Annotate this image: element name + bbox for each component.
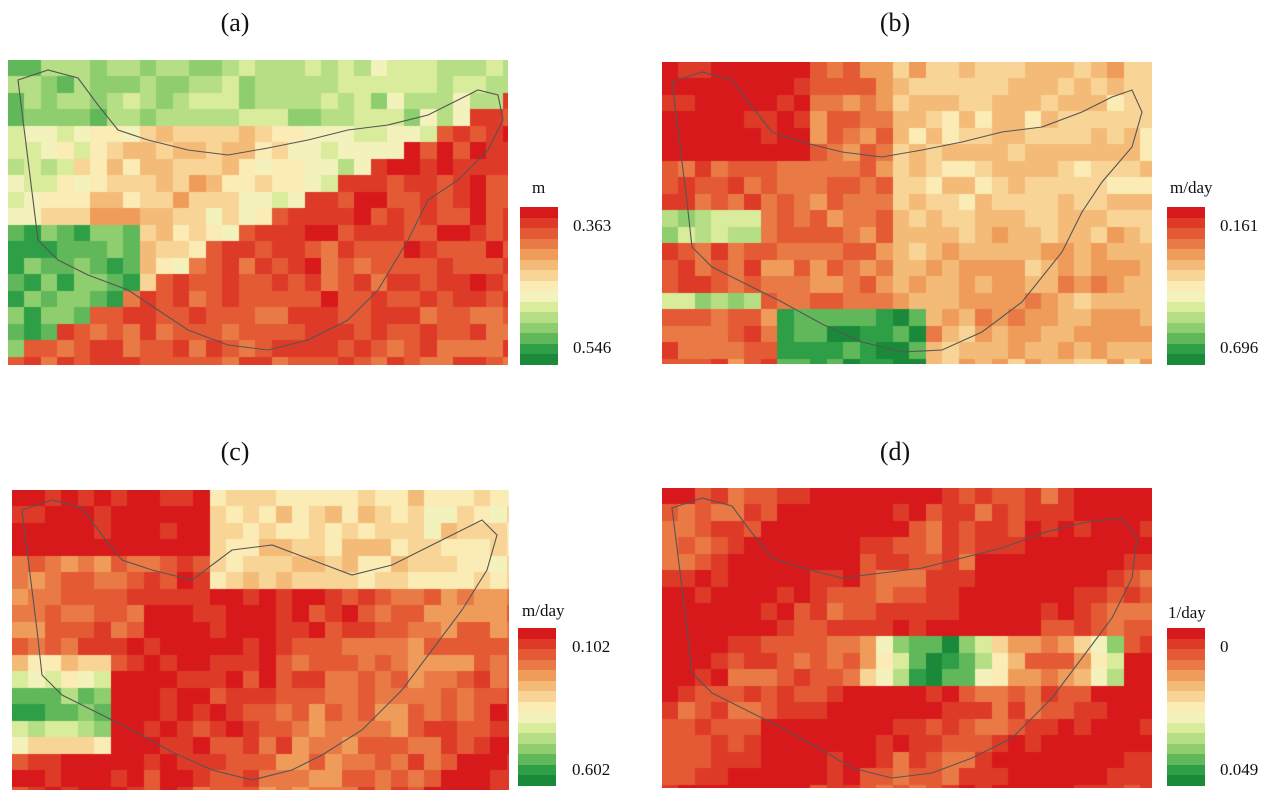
legend-color-step: [1167, 270, 1205, 281]
legend-color-step: [518, 670, 556, 681]
legend-color-step: [1167, 280, 1205, 292]
legend-color-step: [1167, 649, 1205, 660]
panel-a-label: (a): [220, 8, 250, 37]
panel-b-legend-max: 0.161: [1220, 216, 1259, 235]
legend-color-step: [1167, 775, 1205, 786]
legend-color-step: [520, 301, 558, 313]
panel-c-map: [12, 490, 509, 790]
legend-color-step: [518, 649, 556, 660]
legend-color-step: [520, 354, 558, 365]
panel-b-map: [662, 62, 1152, 364]
panel-b-label: (b): [879, 8, 911, 37]
panel-d-legend-min: 0.049: [1220, 760, 1259, 779]
panel-d-legend-max: 0: [1220, 637, 1229, 656]
panel-a-legend-min: 0.546: [573, 338, 612, 357]
legend-color-step: [520, 280, 558, 292]
legend-color-step: [520, 312, 558, 323]
panel-d-legend-colorbar: [1167, 628, 1205, 786]
panel-a-legend-colorbar: [520, 207, 558, 365]
legend-color-step: [520, 207, 558, 218]
legend-color-step: [1167, 207, 1205, 218]
legend-color-step: [518, 701, 556, 713]
legend-color-step: [520, 270, 558, 281]
panel-b-legend-unit: m/day: [1170, 178, 1213, 197]
panel-a-map: [8, 60, 508, 365]
legend-color-step: [518, 764, 556, 776]
legend-color-step: [1167, 238, 1205, 250]
legend-color-step: [1167, 733, 1205, 744]
legend-color-step: [520, 333, 558, 344]
legend-color-step: [1167, 680, 1205, 692]
legend-color-step: [520, 238, 558, 250]
legend-color-step: [1167, 712, 1205, 723]
legend-color-step: [518, 733, 556, 744]
legend-color-step: [520, 291, 558, 302]
legend-color-step: [1167, 322, 1205, 334]
legend-color-step: [1167, 343, 1205, 355]
legend-color-step: [520, 217, 558, 229]
legend-color-step: [518, 743, 556, 755]
panel-c-legend-unit: m/day: [522, 601, 565, 620]
legend-color-step: [1167, 754, 1205, 765]
legend-color-step: [1167, 301, 1205, 313]
legend-color-step: [1167, 333, 1205, 344]
legend-color-step: [520, 259, 558, 271]
panel-c-legend-max: 0.102: [572, 637, 611, 656]
legend-color-step: [1167, 628, 1205, 639]
legend-color-step: [1167, 312, 1205, 323]
panel-c-legend-colorbar: [518, 628, 556, 786]
legend-color-step: [1167, 259, 1205, 271]
legend-color-step: [520, 322, 558, 334]
legend-color-step: [1167, 701, 1205, 713]
legend-color-step: [1167, 291, 1205, 302]
legend-color-step: [1167, 217, 1205, 229]
legend-color-step: [518, 712, 556, 723]
legend-color-step: [1167, 249, 1205, 260]
panel-a-legend-unit: m: [532, 178, 546, 197]
legend-color-step: [520, 228, 558, 239]
legend-color-step: [520, 249, 558, 260]
legend-color-step: [1167, 691, 1205, 702]
legend-color-step: [518, 680, 556, 692]
panel-a-legend-max: 0.363: [573, 216, 612, 235]
legend-color-step: [1167, 659, 1205, 671]
panel-b-legend-min: 0.696: [1220, 338, 1259, 357]
legend-color-step: [1167, 638, 1205, 650]
legend-color-step: [1167, 670, 1205, 681]
panel-d-map: [662, 488, 1152, 788]
panel-c-legend-min: 0.602: [572, 760, 611, 779]
legend-color-step: [518, 754, 556, 765]
legend-color-step: [1167, 764, 1205, 776]
panel-d-label: (d): [879, 437, 911, 466]
panel-b-legend-colorbar: [1167, 207, 1205, 365]
legend-color-step: [1167, 743, 1205, 755]
legend-color-step: [518, 659, 556, 671]
legend-color-step: [518, 628, 556, 639]
panel-d-legend-unit: 1/day: [1168, 603, 1206, 622]
legend-color-step: [518, 638, 556, 650]
legend-color-step: [518, 775, 556, 786]
legend-color-step: [1167, 354, 1205, 365]
legend-color-step: [520, 343, 558, 355]
legend-color-step: [1167, 722, 1205, 734]
legend-color-step: [1167, 228, 1205, 239]
legend-color-step: [518, 691, 556, 702]
legend-color-step: [518, 722, 556, 734]
panel-c-label: (c): [220, 437, 250, 466]
